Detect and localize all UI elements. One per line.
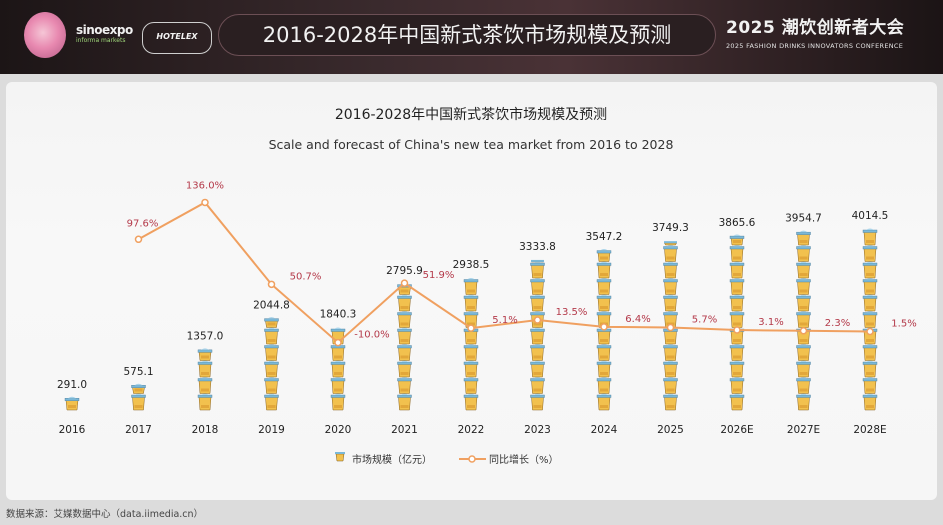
conference-logo-icon bbox=[24, 12, 66, 58]
growth-label-2027E: 2.3% bbox=[825, 318, 850, 329]
x-tick-2026E: 2026E bbox=[720, 424, 753, 436]
bar-2022 bbox=[463, 278, 479, 411]
bar-value-2018: 1357.0 bbox=[187, 330, 224, 342]
x-tick-2027E: 2027E bbox=[787, 424, 820, 436]
banner-title: 2016-2028年中国新式茶饮市场规模及预测 bbox=[218, 14, 716, 56]
bar-2025 bbox=[663, 241, 678, 411]
growth-point-2017 bbox=[134, 235, 143, 244]
bar-2021 bbox=[397, 283, 412, 411]
growth-point-2018 bbox=[201, 198, 209, 207]
growth-label-2024: 6.4% bbox=[625, 314, 650, 325]
bar-value-2025: 3749.3 bbox=[652, 222, 689, 234]
growth-point-2021 bbox=[400, 279, 409, 287]
growth-label-2022: 5.1% bbox=[492, 315, 517, 326]
growth-point-2022 bbox=[467, 324, 475, 332]
bar-2028E bbox=[862, 228, 878, 411]
legend-bar-label: 市场规模（亿元） bbox=[352, 453, 432, 466]
bar-value-2027E: 3954.7 bbox=[785, 213, 822, 225]
bar-value-2022: 2938.5 bbox=[453, 259, 490, 271]
x-tick-2023: 2023 bbox=[524, 424, 551, 436]
x-tick-2020: 2020 bbox=[325, 424, 352, 436]
bar-value-2028E: 4014.5 bbox=[852, 210, 889, 222]
x-tick-2028E: 2028E bbox=[853, 424, 886, 436]
growth-point-2028E bbox=[866, 327, 874, 336]
legend-cup-icon bbox=[335, 452, 345, 462]
bar-2027E bbox=[796, 230, 811, 411]
chart-subtitle: Scale and forecast of China's new tea ma… bbox=[269, 137, 674, 152]
bar-2020 bbox=[330, 327, 346, 411]
legend-line-label: 同比增长（%） bbox=[489, 453, 559, 466]
growth-point-2023 bbox=[533, 316, 542, 324]
bar-value-2023: 3333.8 bbox=[519, 241, 556, 253]
growth-label-2019: 50.7% bbox=[290, 271, 322, 282]
x-tick-2025: 2025 bbox=[657, 424, 684, 436]
growth-point-2024 bbox=[600, 323, 608, 331]
legend: 市场规模（亿元） 同比增长（%） bbox=[335, 452, 559, 466]
bar-value-2024: 3547.2 bbox=[586, 231, 623, 243]
hotelex-logo: HOTELEX bbox=[142, 22, 212, 54]
growth-point-2019 bbox=[267, 280, 276, 289]
x-tick-2024: 2024 bbox=[591, 424, 618, 436]
x-tick-2017: 2017 bbox=[125, 424, 152, 436]
legend-line-icon bbox=[459, 455, 486, 463]
bar-2026E bbox=[729, 234, 745, 411]
header-banner: sinoexpo informa markets HOTELEX 2016-20… bbox=[0, 0, 943, 74]
x-tick-2021: 2021 bbox=[391, 424, 418, 436]
growth-point-2027E bbox=[799, 327, 808, 335]
growth-label-2028E: 1.5% bbox=[891, 319, 916, 330]
bar-2023 bbox=[530, 259, 545, 411]
bar-2019 bbox=[264, 317, 279, 411]
bar-2018 bbox=[197, 348, 213, 411]
bar-value-2021: 2795.9 bbox=[386, 265, 423, 277]
x-tick-2022: 2022 bbox=[458, 424, 485, 436]
bar-value-2017: 575.1 bbox=[123, 366, 153, 378]
x-tick-2018: 2018 bbox=[192, 424, 219, 436]
bar-value-2016: 291.0 bbox=[57, 379, 87, 391]
data-source: 数据来源：艾媒数据中心（data.iimedia.cn） bbox=[6, 509, 204, 520]
bar-value-2019: 2044.8 bbox=[253, 299, 290, 311]
growth-label-2021: 51.9% bbox=[423, 270, 455, 281]
bar-value-2026E: 3865.6 bbox=[719, 217, 756, 229]
growth-point-2026E bbox=[733, 326, 741, 334]
growth-point-2020 bbox=[334, 338, 342, 347]
growth-label-2020: -10.0% bbox=[354, 330, 389, 341]
conference-name: 2025 潮饮创新者大会 2025 FASHION DRINKS INNOVAT… bbox=[726, 18, 905, 50]
growth-label-2023: 13.5% bbox=[556, 307, 588, 318]
sinoexpo-logo: sinoexpo informa markets bbox=[76, 23, 133, 45]
growth-label-2026E: 3.1% bbox=[758, 317, 783, 328]
bar-2017 bbox=[131, 383, 146, 411]
growth-label-2025: 5.7% bbox=[692, 315, 717, 326]
growth-label-2017: 97.6% bbox=[127, 218, 159, 229]
bar-2024 bbox=[596, 249, 612, 411]
x-tick-2019: 2019 bbox=[258, 424, 285, 436]
bar-2016 bbox=[64, 396, 80, 411]
growth-label-2018: 136.0% bbox=[186, 180, 224, 191]
chart-title: 2016-2028年中国新式茶饮市场规模及预测 bbox=[335, 106, 607, 123]
bar-value-2020: 1840.3 bbox=[320, 309, 357, 321]
growth-point-2025 bbox=[666, 323, 675, 332]
x-tick-2016: 2016 bbox=[59, 424, 86, 436]
growth-line bbox=[138, 201, 871, 344]
